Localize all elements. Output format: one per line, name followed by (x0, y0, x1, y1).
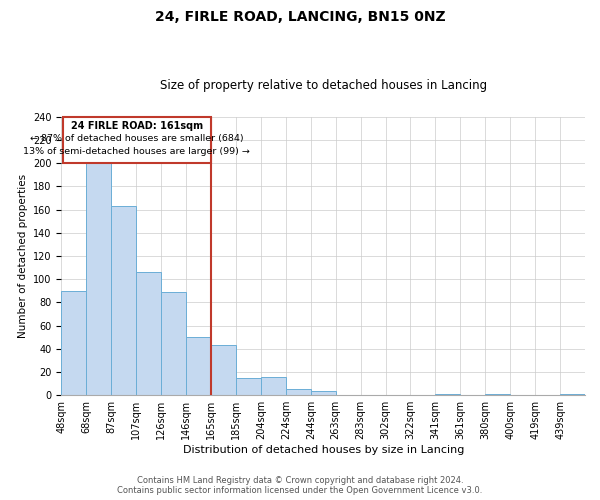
X-axis label: Distribution of detached houses by size in Lancing: Distribution of detached houses by size … (182, 445, 464, 455)
Bar (136, 272, 161, 395)
Title: Size of property relative to detached houses in Lancing: Size of property relative to detached ho… (160, 79, 487, 92)
Y-axis label: Number of detached properties: Number of detached properties (17, 174, 28, 338)
Bar (560, 394, 585, 395)
Bar (211, 346, 236, 395)
Bar (485, 394, 510, 395)
Bar (286, 390, 311, 395)
Bar (61, 291, 86, 395)
Text: ← 87% of detached houses are smaller (684): ← 87% of detached houses are smaller (68… (30, 134, 244, 143)
Bar (186, 337, 211, 395)
Bar (161, 292, 186, 395)
Bar (436, 394, 460, 395)
Text: 24 FIRLE ROAD: 161sqm: 24 FIRLE ROAD: 161sqm (71, 121, 203, 131)
Bar (236, 378, 261, 395)
Text: 24, FIRLE ROAD, LANCING, BN15 0NZ: 24, FIRLE ROAD, LANCING, BN15 0NZ (155, 10, 445, 24)
Bar (86, 163, 112, 395)
Text: Contains HM Land Registry data © Crown copyright and database right 2024.
Contai: Contains HM Land Registry data © Crown c… (118, 476, 482, 495)
Bar (311, 390, 335, 395)
Bar (112, 206, 136, 395)
Bar (63, 117, 211, 163)
Text: 13% of semi-detached houses are larger (99) →: 13% of semi-detached houses are larger (… (23, 147, 250, 156)
Bar (261, 376, 286, 395)
